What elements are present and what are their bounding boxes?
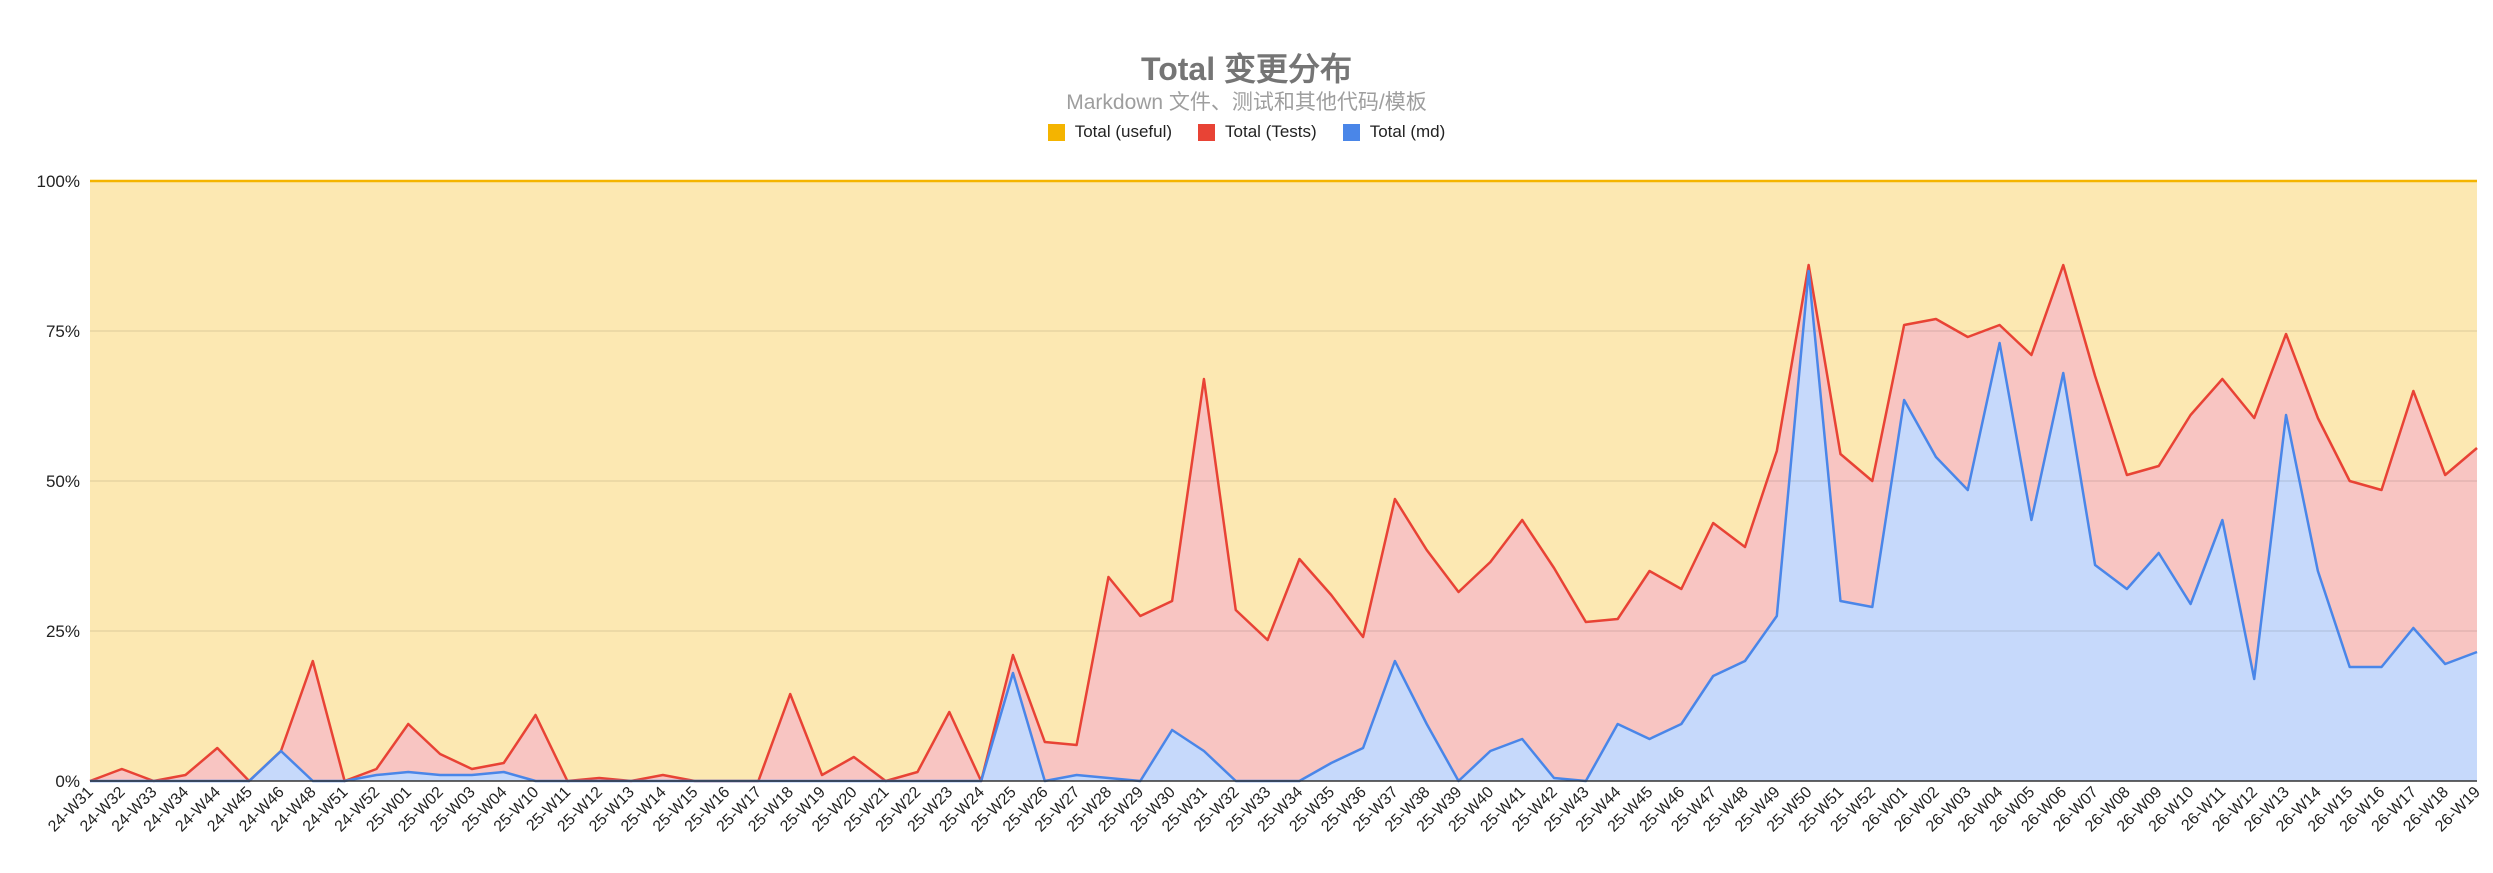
legend-item-tests[interactable]: Total (Tests) — [1198, 122, 1317, 142]
legend-item-useful[interactable]: Total (useful) — [1047, 122, 1173, 142]
y-tick-label-3: 75% — [46, 322, 80, 341]
legend-swatch-useful — [1047, 123, 1065, 141]
chart-subtitle: Markdown 文件、测试和其他代码/模板 — [1066, 91, 1427, 114]
legend-item-md[interactable]: Total (md) — [1342, 122, 1446, 142]
legend-label-useful: Total (useful) — [1074, 122, 1173, 141]
series-line-1 — [89, 263, 2478, 783]
y-tick-label-2: 50% — [46, 472, 80, 491]
series-area-2 — [90, 271, 2477, 781]
chart-title: Total 变更分布 — [1141, 51, 1352, 87]
legend-swatch-tests — [1198, 123, 1216, 141]
legend: Total (useful) Total (Tests) Total (md) — [0, 122, 2493, 142]
y-tick-label-4: 100% — [37, 172, 80, 191]
legend-label-md: Total (md) — [1369, 122, 1446, 141]
y-tick-label-0: 0% — [55, 772, 80, 791]
legend-label-tests: Total (Tests) — [1225, 122, 1317, 141]
y-tick-label-1: 25% — [46, 622, 80, 641]
legend-swatch-md — [1342, 123, 1360, 141]
